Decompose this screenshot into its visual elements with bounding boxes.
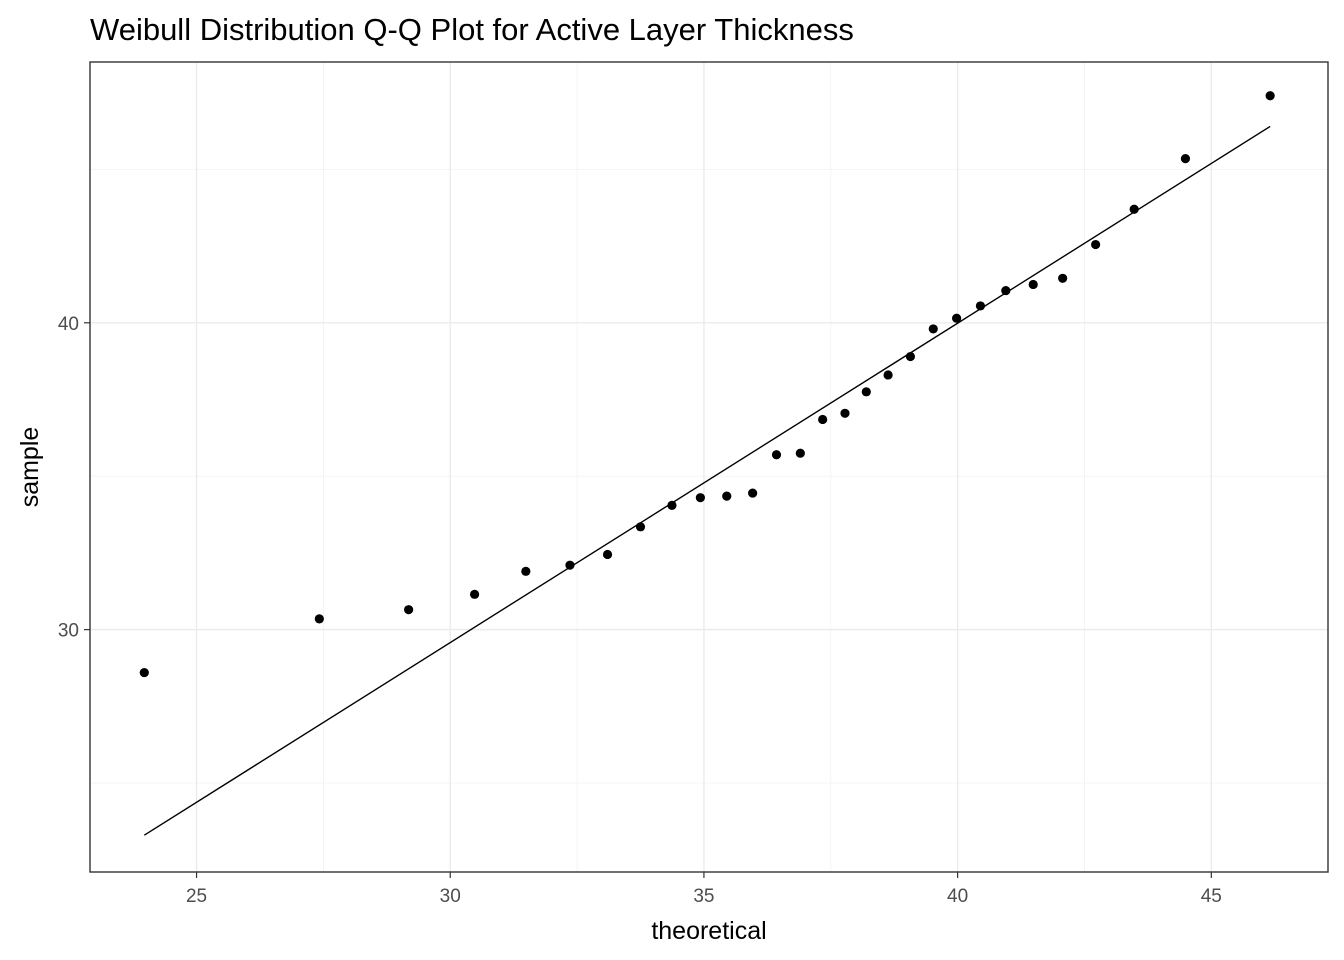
data-point (928, 324, 938, 334)
x-tick-label: 45 (1201, 886, 1222, 907)
y-tick-label: 30 (58, 621, 79, 642)
y-axis-title: sample (16, 427, 44, 508)
data-point (795, 448, 805, 458)
reference-line (143, 125, 1271, 836)
data-point (139, 667, 149, 678)
x-tick-label: 40 (947, 886, 968, 907)
data-point (748, 488, 758, 498)
data-point (1028, 279, 1038, 290)
x-tick-label: 35 (693, 886, 714, 907)
data-point (883, 370, 893, 380)
data-point (722, 491, 732, 501)
data-point (1001, 285, 1011, 296)
data-point (695, 493, 705, 503)
data-point (975, 301, 986, 311)
data-point (771, 450, 782, 460)
data-point (1091, 239, 1101, 250)
grid (90, 62, 1328, 872)
chart-title: Weibull Distribution Q-Q Plot for Active… (90, 12, 854, 47)
data-points (139, 91, 1275, 678)
x-axis: 25 30 35 40 45 (186, 872, 1222, 907)
data-point (469, 589, 480, 599)
y-axis: 30 40 (58, 314, 90, 642)
data-point (1129, 204, 1139, 214)
y-tick-label: 40 (58, 314, 79, 335)
x-tick-label: 30 (440, 886, 461, 907)
data-point (521, 566, 531, 576)
data-point (1058, 273, 1068, 283)
data-point (565, 560, 575, 570)
data-point (818, 414, 828, 425)
data-point (1180, 154, 1191, 164)
panel-border (89, 61, 1329, 873)
data-point (602, 549, 613, 560)
data-point (861, 387, 871, 397)
data-point (314, 614, 324, 624)
data-point (905, 351, 916, 362)
data-point (952, 313, 962, 323)
reference-line-group (143, 125, 1271, 836)
data-point (1265, 91, 1275, 101)
x-axis-title: theoretical (651, 917, 766, 945)
data-point (840, 408, 850, 418)
data-point (635, 522, 646, 532)
data-point (404, 605, 414, 615)
x-tick-label: 25 (186, 886, 207, 907)
data-point (667, 500, 677, 510)
